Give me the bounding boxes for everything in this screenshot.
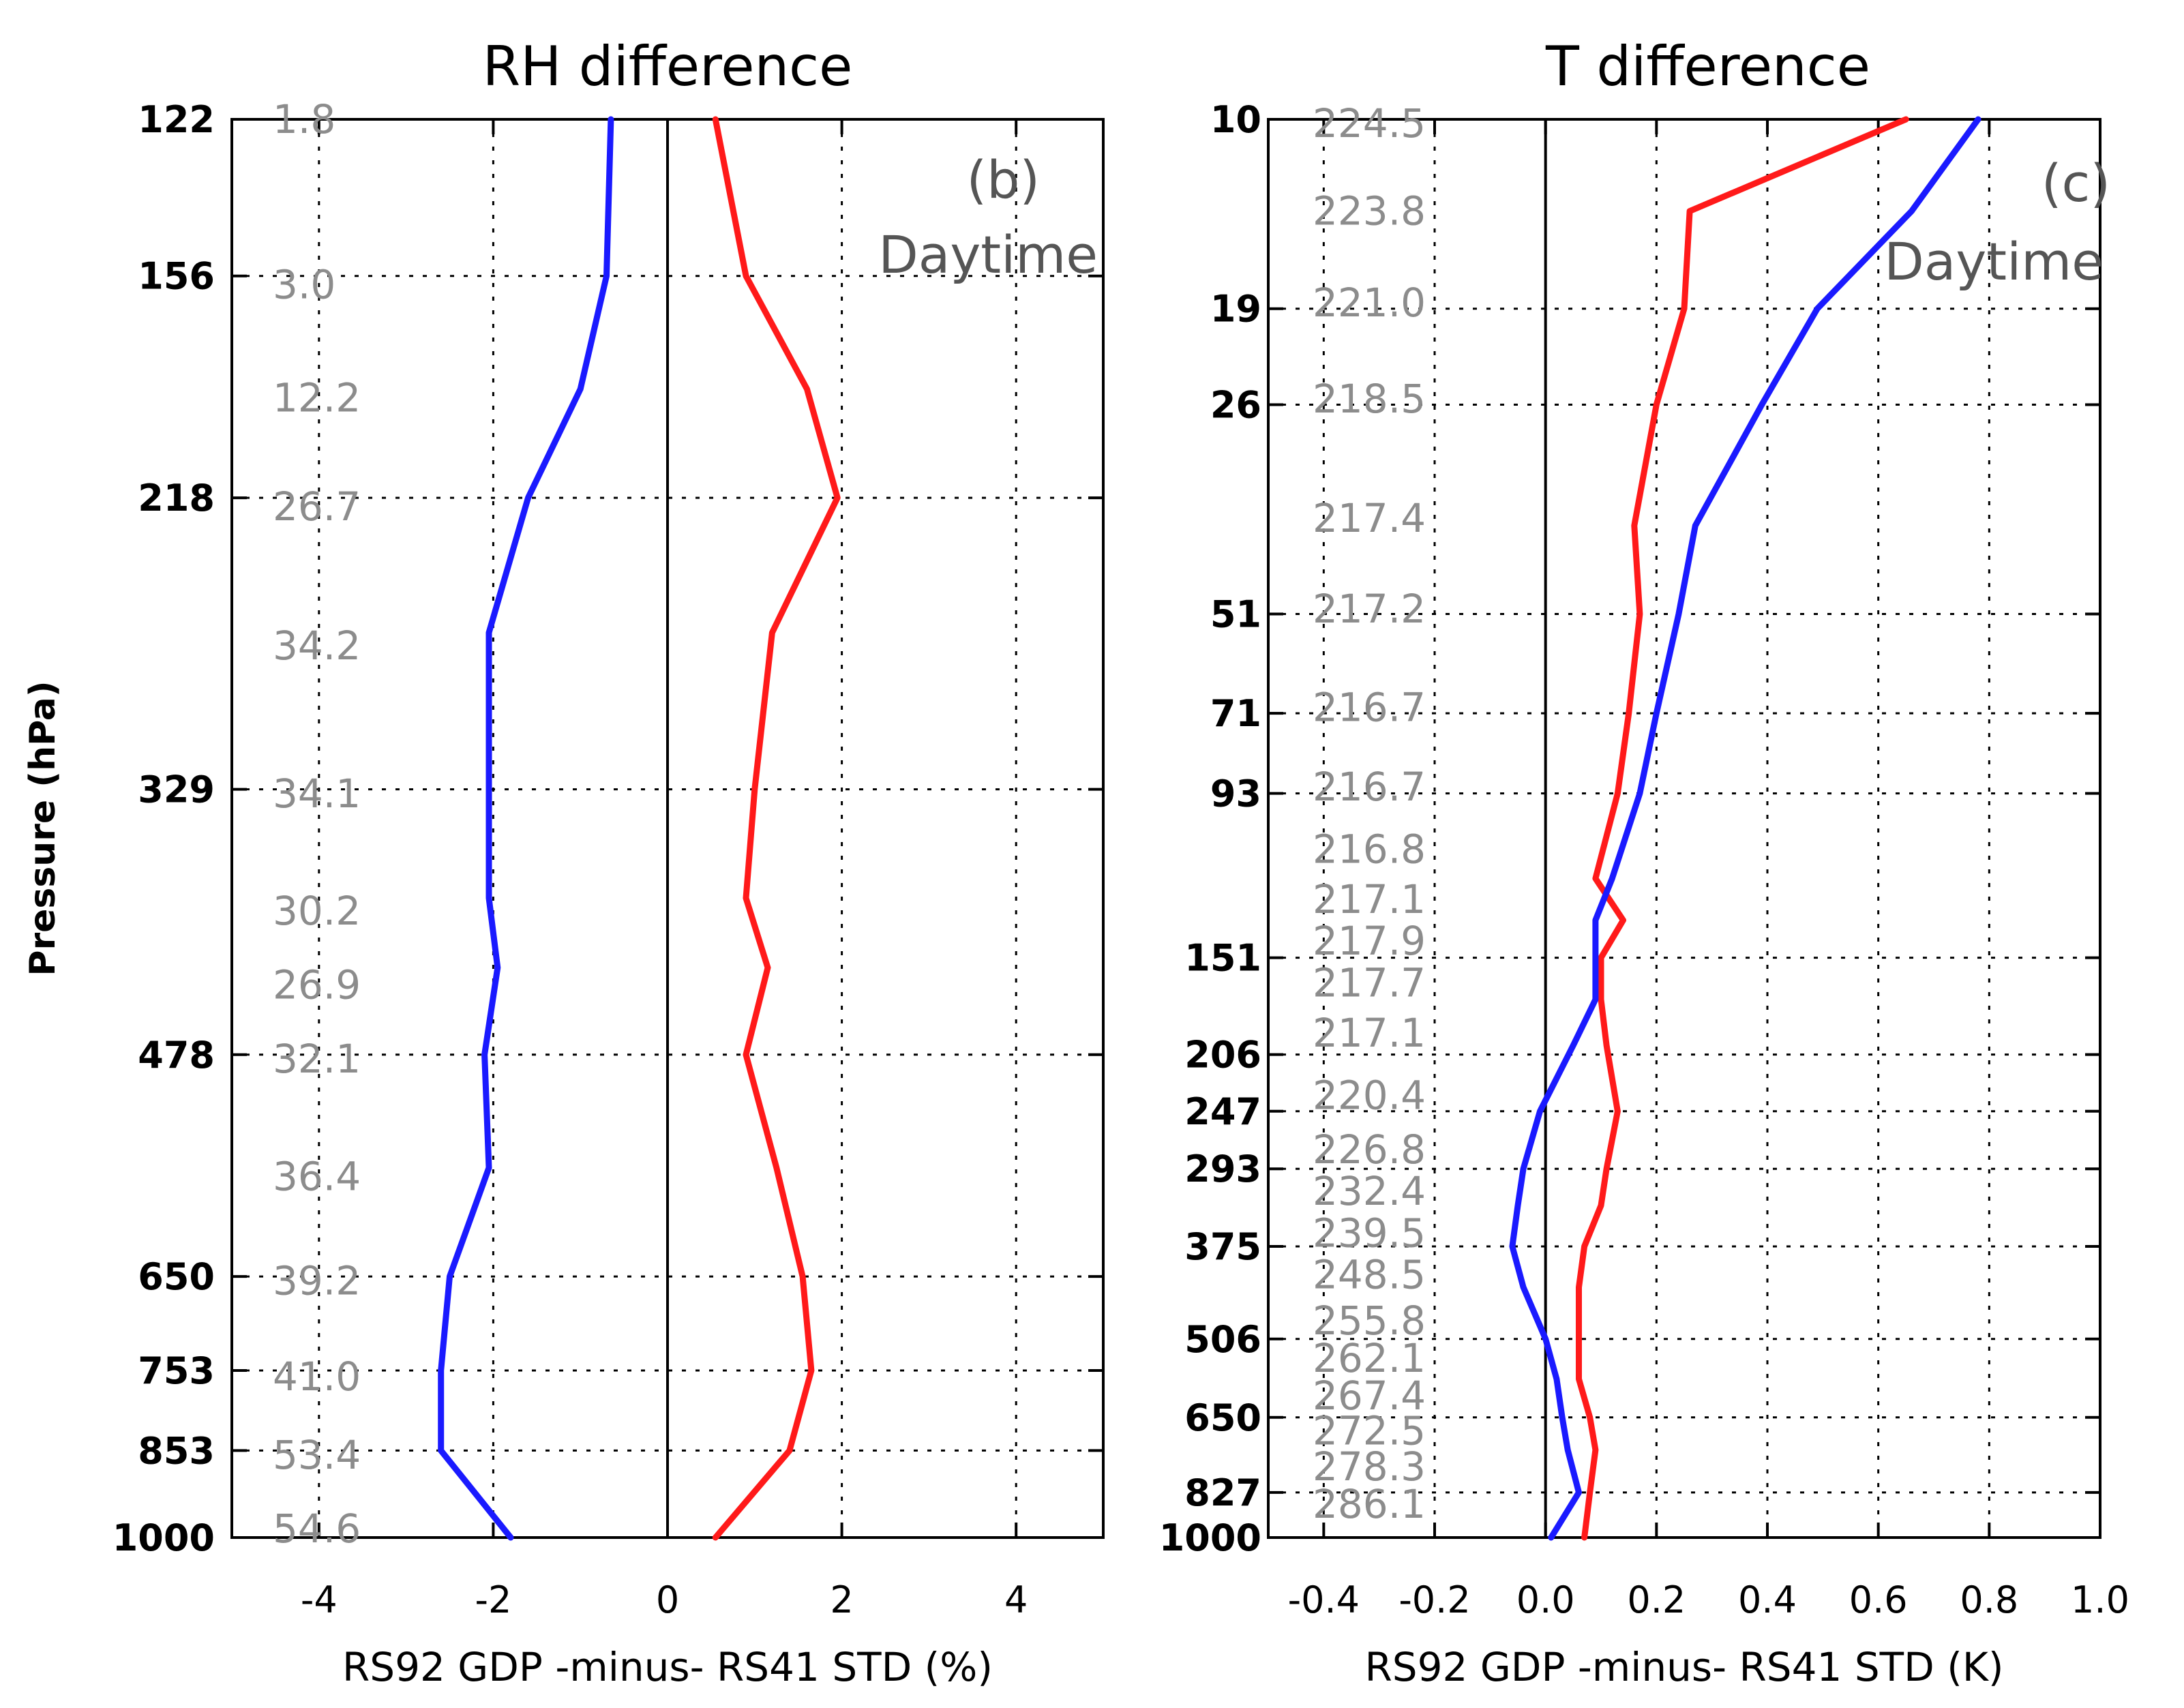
annotation-label: 217.2 (1313, 586, 1426, 632)
y-tick-label: 375 (1184, 1225, 1261, 1268)
annotation-label: 216.8 (1313, 826, 1426, 873)
x-tick-label: 0.0 (1516, 1578, 1575, 1621)
annotation-label: 232.4 (1313, 1168, 1426, 1214)
x-tick-label: -0.4 (1288, 1578, 1360, 1621)
panel-label: (b) (966, 149, 1040, 210)
x-tick-label: -4 (301, 1578, 338, 1621)
annotation-label: 41.0 (273, 1353, 361, 1400)
annotation-label: 226.8 (1313, 1126, 1426, 1173)
y-tick-label: 71 (1210, 692, 1261, 735)
annotation-label: 278.3 (1313, 1443, 1426, 1490)
annotation-label: 217.1 (1313, 1010, 1426, 1056)
panel-t-difference: 224.5 223.8 221.0 218.5 217.4 217.2 216.7 216.7… (1159, 35, 2129, 1690)
annotation-label: 224.5 (1313, 100, 1426, 147)
panel-label: (c) (2041, 153, 2110, 213)
annotation-label: 272.5 (1313, 1407, 1426, 1454)
y-tick-label: 19 (1210, 288, 1261, 331)
x-tick-label: 0.8 (1960, 1578, 2018, 1621)
y-tick-label: 51 (1210, 593, 1261, 636)
plot-frame (1267, 118, 2101, 1539)
y-tick-label: 206 (1184, 1034, 1261, 1077)
panel-rh-difference: 1.8 3.0 12.2 26.7 34.2 34.1 30.2 26.9 32.1 36.4 39… (23, 35, 1105, 1690)
y-tick-label: 1000 (1159, 1516, 1261, 1559)
x-tick-label: 2 (830, 1578, 853, 1621)
annotation-label: 221.0 (1313, 280, 1426, 326)
y-tick-label: 1000 (113, 1516, 215, 1559)
series-line-blue (438, 116, 614, 1541)
x-axis-title: RS92 GDP -minus- RS41 STD (K) (1364, 1644, 2003, 1690)
x-tick-label: -2 (475, 1578, 511, 1621)
annotation-label: 12.2 (273, 374, 361, 421)
y-tick-label: 329 (138, 768, 215, 811)
annotation-label: 267.4 (1313, 1373, 1426, 1419)
x-tick-label: 0 (656, 1578, 679, 1621)
chart-title: RH difference (483, 35, 853, 98)
y-tick-label: 26 (1210, 383, 1261, 426)
y-tick-label: 293 (1184, 1148, 1261, 1190)
x-tick-label: 0.6 (1849, 1578, 1908, 1621)
series-line-red (712, 116, 841, 1541)
y-tick-label: 151 (1184, 937, 1261, 980)
annotation-label: 217.9 (1313, 918, 1426, 964)
y-tick-label: 247 (1184, 1090, 1261, 1133)
annotation-label: 255.8 (1313, 1298, 1426, 1344)
annotation-label: 218.5 (1313, 376, 1426, 422)
annotation-label: 53.4 (273, 1432, 361, 1478)
x-axis-title: RS92 GDP -minus- RS41 STD (%) (342, 1644, 993, 1690)
y-tick-label: 93 (1210, 773, 1261, 815)
annotation-label: 217.4 (1313, 495, 1426, 541)
y-axis-title: Pressure (hPa) (23, 680, 63, 976)
y-tick-label: 753 (138, 1349, 215, 1392)
series-line-blue (1509, 116, 1981, 1541)
annotation-label: 1.8 (273, 96, 335, 143)
time-of-day-label: Daytime (1884, 231, 2104, 292)
y-tick-label: 650 (1184, 1396, 1261, 1439)
annotation-label: 39.2 (273, 1258, 361, 1304)
y-tick-label: 218 (138, 477, 215, 520)
chart-title: T difference (1545, 35, 1870, 98)
annotation-label: 216.7 (1313, 685, 1426, 731)
x-tick-label: 4 (1004, 1578, 1028, 1621)
x-tick-label: 0.2 (1627, 1578, 1686, 1621)
annotation-label: 217.1 (1313, 876, 1426, 923)
annotation-label: 220.4 (1313, 1073, 1426, 1119)
annotation-label: 34.2 (273, 623, 361, 669)
y-tick-label: 650 (138, 1255, 215, 1298)
annotation-label: 217.7 (1313, 959, 1426, 1006)
annotation-label: 26.7 (273, 483, 361, 530)
time-of-day-label: Daytime (878, 224, 1098, 285)
x-tick-label: -0.2 (1398, 1578, 1470, 1621)
y-tick-label: 853 (138, 1429, 215, 1472)
annotation-label: 26.9 (273, 962, 361, 1008)
annotation-label: 32.1 (273, 1036, 361, 1082)
y-tick-label: 10 (1210, 98, 1261, 141)
annotation-label: 223.8 (1313, 188, 1426, 235)
x-tick-label: 0.4 (1738, 1578, 1797, 1621)
annotation-label: 34.1 (273, 770, 361, 817)
annotation-label: 30.2 (273, 888, 361, 934)
y-tick-label: 478 (138, 1034, 215, 1077)
y-tick-label: 122 (138, 98, 215, 141)
series-line-red (1576, 116, 1909, 1541)
y-tick-label: 156 (138, 255, 215, 298)
y-tick-label: 506 (1184, 1318, 1261, 1361)
annotation-label: 286.1 (1313, 1481, 1426, 1527)
annotation-label: 216.7 (1313, 764, 1426, 810)
y-tick-label: 827 (1184, 1471, 1261, 1514)
annotation-label: 248.5 (1313, 1252, 1426, 1298)
annotation-label: 54.6 (273, 1505, 361, 1552)
x-tick-label: 1.0 (2071, 1578, 2129, 1621)
annotation-label: 3.0 (273, 261, 335, 308)
annotation-label: 262.1 (1313, 1335, 1426, 1381)
annotation-label: 239.5 (1313, 1210, 1426, 1256)
annotation-label: 36.4 (273, 1153, 361, 1199)
